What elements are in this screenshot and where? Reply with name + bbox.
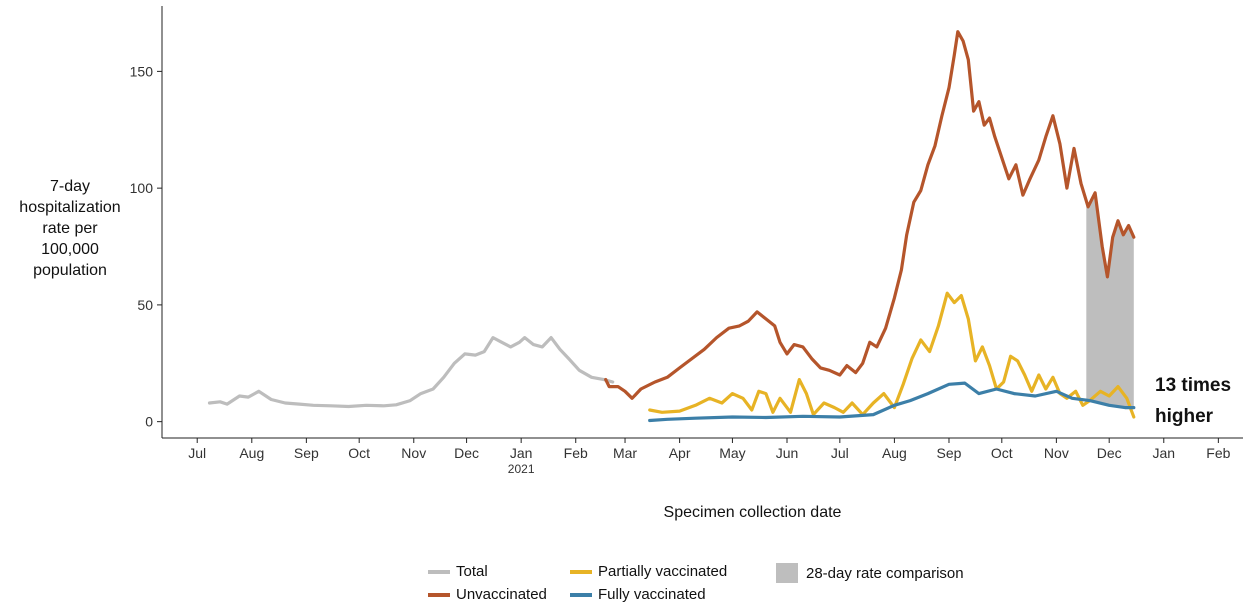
legend-swatch-rate-comparison <box>776 563 798 583</box>
x-tick-label: Nov <box>1044 445 1069 461</box>
series-line-fully-vaccinated <box>648 381 1136 423</box>
y-tick-label: 100 <box>130 180 154 196</box>
x-tick-sublabel: 2021 <box>508 462 535 476</box>
y-tick-label: 150 <box>130 63 154 79</box>
x-axis-label-text: Specimen collection date <box>663 504 842 521</box>
x-tick-label: Sep <box>294 445 319 461</box>
legend-item-total: Total <box>428 563 488 580</box>
y-tick-label: 0 <box>145 414 153 430</box>
y-axis-label-line: population <box>33 262 107 279</box>
x-tick-label: Nov <box>401 445 426 461</box>
legend-item-unvaccinated: Unvaccinated <box>428 586 547 603</box>
shaded-rate-comparison-region <box>1086 192 1134 408</box>
legend-swatch-fully-vaccinated <box>570 592 592 597</box>
legend-label-partially-vaccinated: Partially vaccinated <box>598 563 728 580</box>
x-tick-label: Feb <box>564 445 588 461</box>
annotation-line: higher <box>1155 406 1214 427</box>
x-tick-label: Oct <box>991 445 1013 461</box>
x-tick-label: Jul <box>188 445 206 461</box>
x-tick-label: Mar <box>613 445 637 461</box>
x-tick-label: Aug <box>239 445 264 461</box>
legend-item-partially-vaccinated: Partially vaccinated <box>570 563 727 580</box>
x-tick-label: Feb <box>1206 445 1230 461</box>
x-tick-label: Jun <box>776 445 799 461</box>
x-tick-label: Oct <box>348 445 370 461</box>
y-tick-label: 50 <box>137 297 153 313</box>
annotation-line: 13 times <box>1155 375 1232 396</box>
x-tick-label: Jul <box>831 445 849 461</box>
legend-label-rate-comparison: 28-day rate comparison <box>806 564 964 582</box>
comparison-annotation: 13 times higher <box>1155 370 1231 432</box>
x-tick-label: Aug <box>882 445 907 461</box>
legend-label-fully-vaccinated: Fully vaccinated <box>598 586 706 603</box>
legend-swatch-unvaccinated <box>428 592 450 597</box>
legend-swatch-total <box>428 569 450 574</box>
x-tick-label: Jan <box>510 445 533 461</box>
legend-item-fully-vaccinated: Fully vaccinated <box>570 586 706 603</box>
x-tick-label: Dec <box>454 445 479 461</box>
y-axis-label-line: rate per <box>42 220 98 237</box>
x-tick-label: Jan <box>1152 445 1175 461</box>
y-axis-label-line: hospitalization <box>19 199 121 216</box>
y-axis-label-line: 7-day <box>49 178 91 195</box>
legend-label-unvaccinated: Unvaccinated <box>456 586 547 603</box>
legend-swatch-partially-vaccinated <box>570 569 592 574</box>
x-tick-label: Sep <box>937 445 962 461</box>
series-line-total <box>207 336 615 409</box>
series-line-unvaccinated <box>604 30 1136 400</box>
legend-label-total: Total <box>456 563 488 580</box>
x-tick-label: Dec <box>1097 445 1122 461</box>
y-axis-label-line: 100,000 <box>41 241 99 258</box>
x-tick-label: May <box>719 445 745 461</box>
x-tick-label: Apr <box>669 445 691 461</box>
x-axis-label: Specimen collection date <box>0 504 1245 522</box>
legend-item-rate-comparison: 28-day rate comparison <box>776 563 964 583</box>
